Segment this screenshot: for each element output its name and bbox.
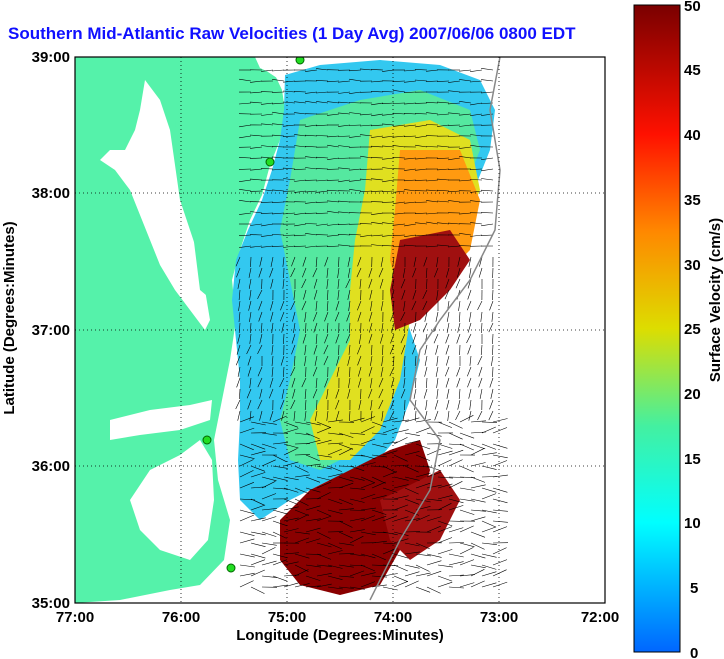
colorbar-tick-label: 15 (684, 451, 701, 468)
y-tick-label: 38:00 (32, 185, 70, 202)
delaware-bay (262, 57, 288, 80)
x-axis-label: Longitude (Degrees:Minutes) (236, 627, 444, 644)
pamlico-sound (130, 440, 214, 560)
x-tick-label: 73:00 (480, 609, 518, 626)
y-ticks: 39:00 38:00 37:00 36:00 35:00 (32, 49, 70, 612)
chesapeake-bay (100, 80, 210, 330)
radar-site-marker (265, 157, 275, 167)
eastern-shore-land (175, 90, 270, 300)
x-tick-label: 72:00 (581, 609, 619, 626)
colorbar-tick-label: 0 (690, 645, 698, 659)
x-ticks: 77:00 76:00 75:00 74:00 73:00 72:00 (56, 609, 619, 626)
x-tick-label: 77:00 (56, 609, 94, 626)
map-title: Southern Mid-Atlantic Raw Velocities (1 … (8, 24, 576, 43)
y-tick-label: 39:00 (32, 49, 70, 66)
colorbar-ticks: 50 45 40 35 30 25 20 15 10 5 0 (684, 0, 701, 659)
colorbar (633, 4, 681, 653)
colorbar-tick-label: 10 (684, 515, 701, 532)
colorbar-tick-label: 35 (684, 192, 701, 209)
colorbar-tick-label: 30 (684, 257, 701, 274)
radar-site-marker (226, 563, 236, 573)
colorbar-tick-label: 5 (690, 580, 698, 597)
y-axis-label: Latitude (Degrees:Minutes) (1, 221, 18, 414)
grid-lines (75, 57, 605, 603)
colorbar-tick-label: 20 (684, 386, 701, 403)
x-tick-label: 76:00 (162, 609, 200, 626)
y-tick-label: 36:00 (32, 458, 70, 475)
velocity-vectors (235, 68, 509, 594)
shelf-contour (369, 57, 501, 601)
velocity-field-red-north (390, 230, 470, 330)
x-tick-label: 75:00 (268, 609, 306, 626)
colorbar-tick-label: 40 (684, 127, 701, 144)
plot-frame (74, 56, 606, 604)
colorbar-tick-label: 50 (684, 0, 701, 15)
albemarle-sound (110, 400, 212, 440)
y-tick-label: 35:00 (32, 595, 70, 612)
colorbar-tick-label: 25 (684, 321, 701, 338)
radar-site-marker (295, 57, 305, 65)
colorbar-tick-label: 45 (684, 62, 701, 79)
colorbar-label: Surface Velocity (cm/s) (707, 218, 724, 382)
velocity-field-red-east (380, 470, 460, 560)
x-tick-label: 74:00 (374, 609, 412, 626)
y-tick-label: 37:00 (32, 322, 70, 339)
radar-site-marker (202, 435, 212, 445)
